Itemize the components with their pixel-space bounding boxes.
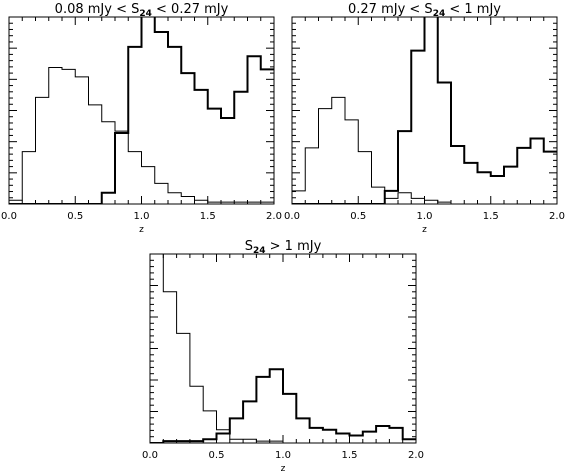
x-tick-label: 1.5 [200,211,216,222]
title-subscript: 24 [139,9,152,19]
x-tick-label: 2.0 [266,211,282,222]
x-axis-label: z [139,225,144,235]
panel-title: 0.08 mJy < S24 < 0.27 mJy [55,2,229,19]
title-subscript: 24 [253,246,266,256]
x-tick-label: 1.0 [275,450,291,461]
panel-title: S24 > 1 mJy [245,239,322,256]
x-tick-label: 0.0 [1,211,17,222]
x-tick-label: 0.0 [284,211,300,222]
histogram-series-thick [9,17,274,204]
title-subscript: 24 [433,9,446,19]
histogram-series-thin [292,96,557,204]
x-tick-label: 1.5 [342,450,358,461]
histogram-series-thick [150,368,416,443]
x-axis-label: z [422,225,427,235]
x-tick-label: 0.5 [209,450,225,461]
histogram-series-thin [150,254,416,443]
x-tick-label: 1.0 [417,211,433,222]
x-tick-label: 2.0 [408,450,424,461]
panel-title: 0.27 mJy < S24 < 1 mJy [348,2,501,19]
x-axis-label: z [281,464,286,473]
title-text: S [245,239,253,254]
histogram-series-thin [9,66,274,204]
x-tick-label: 1.5 [483,211,499,222]
title-text: < 0.27 mJy [152,2,229,17]
title-text: 0.08 mJy < S [55,2,140,17]
title-text: 0.27 mJy < S [348,2,433,17]
x-tick-label: 0.0 [142,450,158,461]
x-tick-label: 2.0 [549,211,565,222]
x-tick-label: 0.5 [67,211,83,222]
histogram-series-thick [292,17,557,204]
histogram-panel-1: 0.08 mJy < S24 < 0.27 mJy 0.0 0.5 1.0 1.5 2.0… [1,2,282,235]
title-text: < 1 mJy [445,2,501,17]
x-tick-label: 1.0 [134,211,150,222]
histogram-panel-2: 0.27 mJy < S24 < 1 mJy 0.0 0.5 1.0 1.5 2.0 z [284,2,565,235]
histogram-panel-3: S24 > 1 mJy 0.0 0.5 1.0 1.5 2.0 z [142,239,424,473]
title-text: > 1 mJy [266,239,322,254]
x-tick-label: 0.5 [350,211,366,222]
